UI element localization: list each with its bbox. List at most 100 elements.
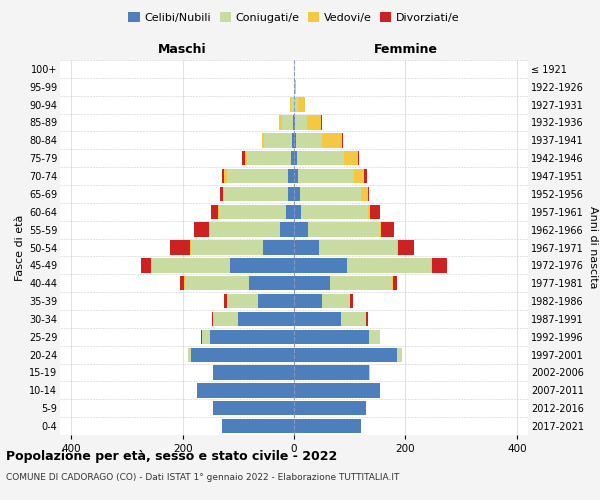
Bar	[227, 169, 289, 183]
Bar	[369, 330, 380, 344]
Bar	[250, 276, 294, 290]
Bar	[230, 258, 294, 272]
Bar	[294, 151, 297, 166]
Bar	[218, 204, 219, 219]
Bar	[242, 151, 245, 166]
Bar	[342, 133, 343, 148]
Bar	[220, 187, 223, 201]
Bar	[341, 312, 367, 326]
Bar	[290, 98, 291, 112]
Bar	[280, 222, 294, 237]
Bar	[294, 330, 369, 344]
Bar	[294, 240, 319, 254]
Text: Maschi: Maschi	[158, 44, 207, 57]
Bar	[319, 240, 397, 254]
Bar	[201, 330, 202, 344]
Bar	[294, 222, 308, 237]
Bar	[350, 294, 353, 308]
Bar	[227, 294, 258, 308]
Bar	[361, 187, 368, 201]
Bar	[369, 366, 370, 380]
Bar	[212, 312, 213, 326]
Bar	[392, 276, 397, 290]
Bar	[282, 116, 293, 130]
Bar	[294, 312, 341, 326]
Bar	[211, 222, 280, 237]
Text: Femmine: Femmine	[373, 44, 437, 57]
Bar	[299, 187, 361, 201]
Bar	[211, 330, 294, 344]
Bar	[194, 222, 209, 237]
Bar	[191, 240, 263, 254]
Bar	[292, 133, 294, 148]
Bar	[151, 258, 152, 272]
Bar	[431, 258, 447, 272]
Bar	[294, 133, 296, 148]
Bar	[265, 133, 292, 148]
Bar	[358, 151, 359, 166]
Bar	[382, 222, 394, 237]
Bar	[170, 240, 190, 254]
Bar	[298, 169, 354, 183]
Bar	[291, 98, 294, 112]
Bar	[380, 222, 382, 237]
Bar	[294, 116, 295, 130]
Bar	[368, 204, 370, 219]
Bar	[301, 204, 368, 219]
Bar	[263, 240, 294, 254]
Bar	[219, 204, 286, 219]
Bar	[347, 258, 431, 272]
Bar	[307, 116, 322, 130]
Bar	[368, 187, 369, 201]
Bar	[185, 276, 250, 290]
Bar	[294, 187, 299, 201]
Bar	[190, 240, 191, 254]
Bar	[295, 80, 296, 94]
Bar	[364, 169, 367, 183]
Bar	[152, 258, 230, 272]
Bar	[221, 419, 294, 433]
Bar	[294, 98, 298, 112]
Bar	[291, 151, 294, 166]
Bar	[294, 169, 298, 183]
Bar	[294, 366, 369, 380]
Bar	[289, 169, 294, 183]
Bar	[141, 258, 151, 272]
Bar	[213, 401, 294, 415]
Bar	[294, 294, 322, 308]
Bar	[297, 151, 344, 166]
Bar	[293, 116, 294, 130]
Bar	[294, 419, 361, 433]
Bar	[322, 133, 342, 148]
Bar	[294, 401, 367, 415]
Text: Popolazione per età, sesso e stato civile - 2022: Popolazione per età, sesso e stato civil…	[6, 450, 337, 463]
Bar	[247, 151, 291, 166]
Legend: Celibi/Nubili, Coniugati/e, Vedovi/e, Divorziati/e: Celibi/Nubili, Coniugati/e, Vedovi/e, Di…	[124, 8, 464, 28]
Bar	[308, 222, 380, 237]
Bar	[191, 348, 294, 362]
Bar	[224, 169, 227, 183]
Bar	[370, 204, 380, 219]
Bar	[262, 133, 265, 148]
Bar	[294, 80, 295, 94]
Bar	[188, 348, 191, 362]
Bar	[398, 240, 414, 254]
Bar	[330, 276, 392, 290]
Bar	[322, 294, 350, 308]
Bar	[289, 187, 294, 201]
Bar	[245, 151, 247, 166]
Y-axis label: Anni di nascita: Anni di nascita	[588, 206, 598, 289]
Bar	[202, 330, 211, 344]
Bar	[296, 133, 322, 148]
Bar	[197, 383, 294, 398]
Bar	[294, 276, 330, 290]
Bar	[298, 98, 305, 112]
Bar	[344, 151, 358, 166]
Bar	[354, 169, 364, 183]
Bar	[223, 187, 224, 201]
Text: COMUNE DI CADORAGO (CO) - Dati ISTAT 1° gennaio 2022 - Elaborazione TUTTITALIA.I: COMUNE DI CADORAGO (CO) - Dati ISTAT 1° …	[6, 472, 400, 482]
Bar	[367, 312, 368, 326]
Bar	[238, 312, 294, 326]
Y-axis label: Fasce di età: Fasce di età	[14, 214, 25, 280]
Bar	[184, 276, 185, 290]
